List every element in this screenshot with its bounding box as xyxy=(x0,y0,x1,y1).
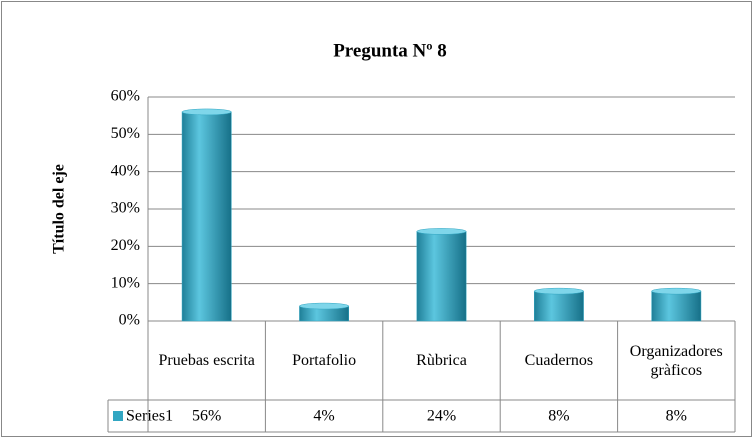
bar xyxy=(416,231,467,322)
bar-top xyxy=(416,228,467,235)
y-tick-label: 20% xyxy=(111,237,140,254)
x-tick-label: Cuadernos xyxy=(524,352,594,369)
table-value: 56% xyxy=(192,408,221,425)
x-tick-box: Pruebas escrita xyxy=(158,352,255,369)
bar-top xyxy=(651,287,702,295)
y-tick-label: 50% xyxy=(111,125,140,142)
x-tick-label: Organizadores gràficos xyxy=(629,342,723,379)
x-tick-label: Portafolio xyxy=(292,352,357,369)
chart-title: Pregunta Nº 8 xyxy=(333,40,447,61)
y-axis-label: Título del eje xyxy=(51,164,68,254)
y-tick-label: 60% xyxy=(111,88,140,105)
bar-top xyxy=(299,302,350,310)
legend-key xyxy=(113,411,123,421)
legend-label: Series1 xyxy=(126,408,173,425)
table-value: 8% xyxy=(548,408,569,425)
x-tick-label: Rùbrica xyxy=(416,352,467,369)
bar-top xyxy=(533,287,584,295)
y-tick-label: 30% xyxy=(111,200,140,217)
y-tick-label: 0% xyxy=(119,312,140,329)
bar-top xyxy=(181,108,232,116)
bar xyxy=(181,111,232,322)
x-tick-box: Organizadores gràficos xyxy=(629,342,723,379)
bar xyxy=(533,290,584,322)
table-value: 4% xyxy=(313,408,334,425)
bar xyxy=(651,290,702,322)
x-tick-box: Cuadernos xyxy=(524,352,594,369)
x-tick-label: Pruebas escrita xyxy=(158,352,255,369)
y-tick-label: 40% xyxy=(111,162,140,179)
x-tick-box: Rùbrica xyxy=(416,352,467,369)
x-tick-box: Portafolio xyxy=(292,352,357,369)
y-tick-label: 10% xyxy=(111,274,140,291)
table-value: 24% xyxy=(427,408,456,425)
table-value: 8% xyxy=(666,408,687,425)
